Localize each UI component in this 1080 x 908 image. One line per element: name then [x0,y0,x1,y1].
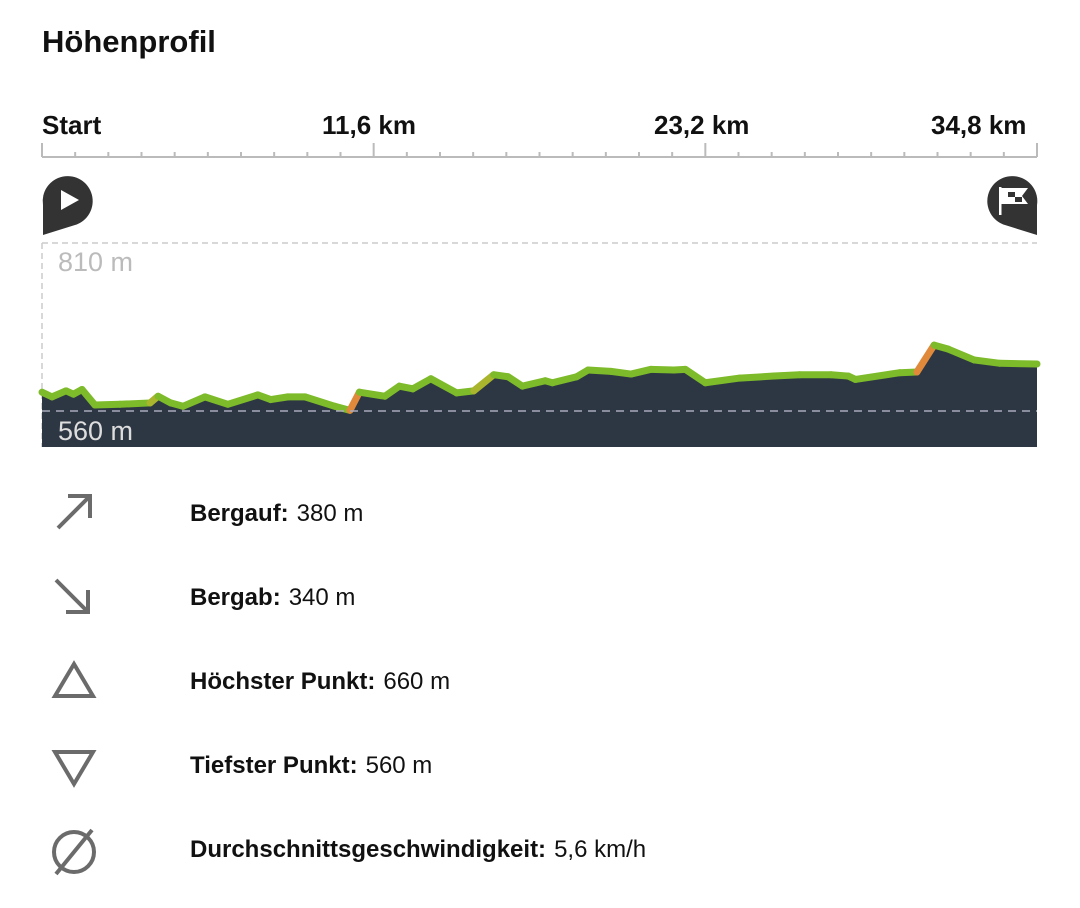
elevation-segment [584,366,615,375]
x-tick-label-1: 11,6 km [322,110,416,140]
stat-value: 340 m [288,584,356,611]
x-tick-label-end: 34,8 km [931,110,1027,140]
elevation-chart: 810 m 560 m [38,143,1041,447]
elevation-segment [201,393,232,408]
elevation-segment [91,400,124,409]
x-tick-label-start: Start [42,110,102,140]
elevation-segment [770,371,804,380]
elevation-segment [681,365,709,387]
elevation-segment [355,388,389,400]
elevation-segment [301,393,339,410]
elevation-segment [970,356,1004,367]
end-marker[interactable] [987,176,1038,235]
y-label-810: 810 m [58,247,133,277]
stat-descent: Bergab: 340 m [0,572,1080,632]
stat-label: Tiefster Punkt: [190,752,358,779]
elevation-segment [996,359,1041,368]
start-marker[interactable] [42,176,93,235]
elevation-segment [701,374,744,387]
y-label-560: 560 m [58,416,133,446]
stat-value: 660 m [383,668,451,695]
stat-label: Bergauf: [190,500,289,527]
distance-axis [41,143,1038,158]
arrow-up-right-icon [56,494,92,530]
triangle-up-icon [51,660,97,698]
elevation-segment [116,399,154,408]
elevation-segment [944,345,978,364]
elevation-segment [224,391,262,408]
page-title: Höhenprofil [42,24,216,59]
elevation-line [38,341,1041,414]
elevation-segment [427,375,461,397]
elevation-segment [851,369,904,383]
stat-value: 5,6 km/h [554,836,647,863]
elevation-segment [913,341,938,376]
checkered-flag-icon [999,187,1028,215]
elevation-segment [179,393,209,410]
stat-average-speed: Durchschnittsgeschwindigkeit: 5,6 km/h [0,824,1080,884]
stat-value: 560 m [365,752,433,779]
stat-lowest-point: Tiefster Punkt: 560 m [0,740,1080,800]
end-pin [987,176,1038,235]
elevation-segment [518,377,549,390]
elevation-segment [548,373,581,387]
elevation-segment [647,365,678,374]
stat-ascent: Bergauf: 380 m [0,488,1080,548]
elevation-segment [470,371,498,395]
stat-highest-point: Höchster Punkt: 660 m [0,656,1080,716]
stat-value: 380 m [296,500,364,527]
stat-label: Bergab: [190,584,281,611]
play-icon [61,190,79,210]
arrow-down-right-icon [54,578,90,614]
average-icon [52,828,96,876]
elevation-area [42,345,1037,447]
triangle-down-icon [51,750,97,788]
stat-label: Höchster Punkt: [190,668,376,695]
elevation-segment [736,372,778,382]
stat-label: Durchschnittsgeschwindigkeit: [190,836,547,863]
x-tick-label-2: 23,2 km [654,110,750,140]
